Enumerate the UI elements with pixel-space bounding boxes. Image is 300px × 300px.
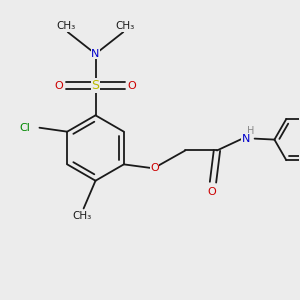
Text: O: O [55, 81, 63, 91]
Text: Cl: Cl [20, 123, 31, 133]
Text: N: N [242, 134, 250, 144]
Text: CH₃: CH₃ [56, 21, 75, 31]
Text: H: H [247, 126, 254, 136]
Text: O: O [150, 163, 159, 173]
Text: CH₃: CH₃ [116, 21, 135, 31]
Text: N: N [91, 49, 100, 59]
Text: O: O [128, 81, 136, 91]
Text: O: O [208, 187, 216, 197]
Text: S: S [92, 79, 100, 92]
Text: CH₃: CH₃ [72, 212, 91, 221]
